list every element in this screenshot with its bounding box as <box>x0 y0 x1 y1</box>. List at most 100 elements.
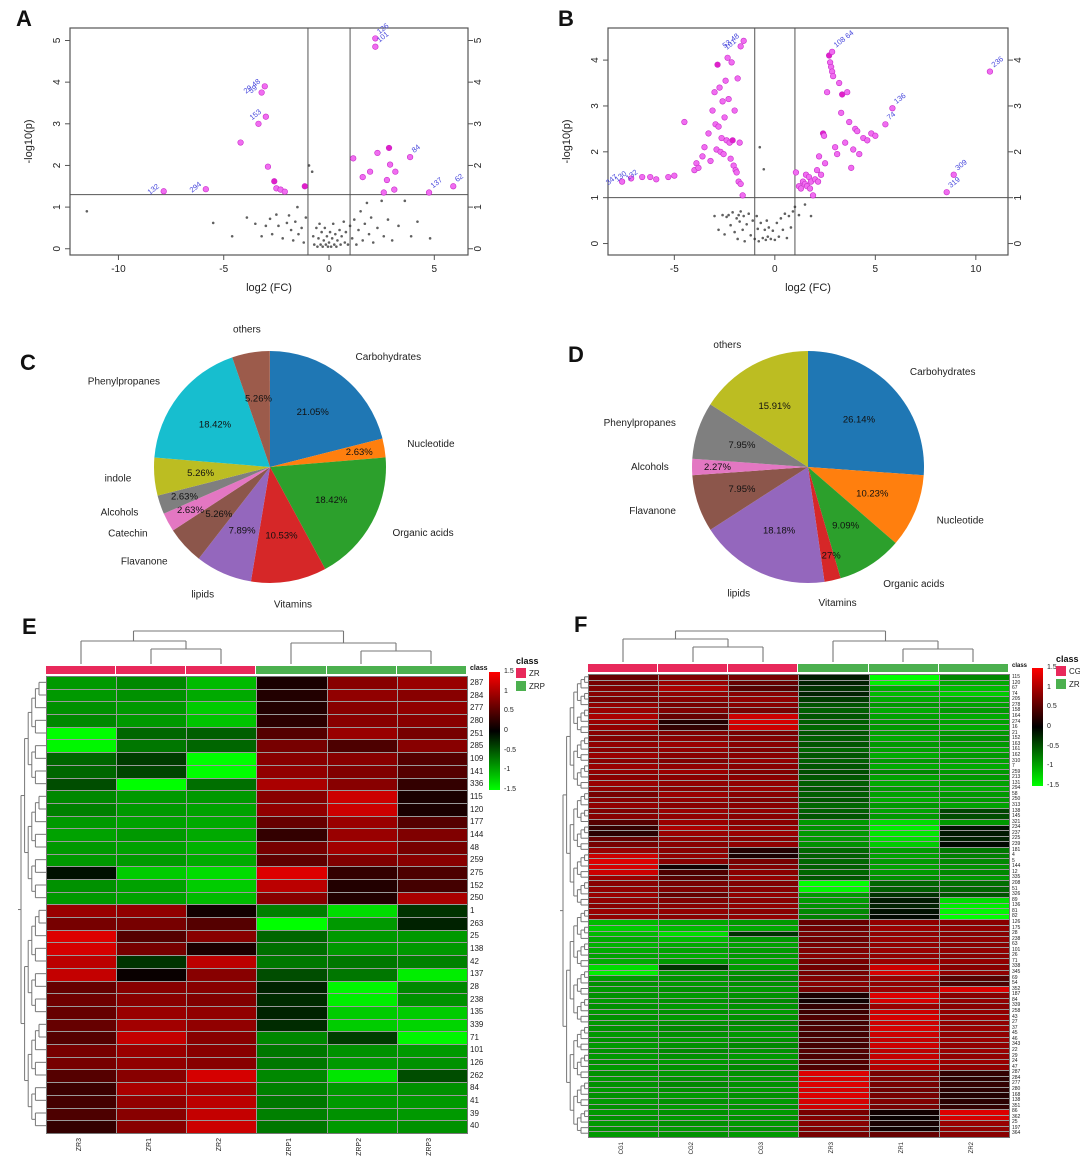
sig-point <box>264 163 272 170</box>
svg-text:5: 5 <box>473 37 484 43</box>
nonsig-point <box>318 222 321 226</box>
heatmap-cell <box>117 892 187 905</box>
heatmap-cell <box>589 847 659 853</box>
heatmap-cell <box>729 1121 799 1126</box>
heatmap-cell <box>257 753 327 765</box>
nonsig-point <box>390 239 394 242</box>
pie-slice <box>270 438 386 467</box>
nonsig-point <box>310 170 314 173</box>
class-segment-ZRP <box>256 666 326 674</box>
heatmap-cell <box>589 920 659 926</box>
heatmap-cell <box>869 758 939 764</box>
heatmap-cell <box>939 753 1009 758</box>
heatmap-cell <box>799 753 869 758</box>
heatmap-cell <box>939 780 1009 786</box>
svg-text:-5: -5 <box>670 264 679 275</box>
heatmap-cell <box>47 1045 117 1057</box>
heatmap-cell <box>939 803 1009 808</box>
pie-pct-label: 2.63% <box>177 505 204 516</box>
heatmap-cell <box>187 1032 257 1045</box>
heatmap-cell <box>589 747 659 753</box>
heatmap-cell <box>729 881 799 886</box>
heatmap-cell <box>397 1045 467 1057</box>
nonsig-point <box>330 237 334 240</box>
heatmap-cell <box>729 719 799 725</box>
heatmap-cell <box>869 976 939 981</box>
heatmap-cell <box>187 867 257 879</box>
pie-slice <box>157 467 270 514</box>
heatmap-cell <box>47 956 117 968</box>
colorbar-tick: 0.5 <box>1047 703 1057 711</box>
heatmap-cell <box>939 948 1009 953</box>
heatmap-cell <box>869 780 939 786</box>
heatmap-cell <box>397 740 467 753</box>
heatmap-cell <box>729 675 799 680</box>
heatmap-cell <box>187 1006 257 1019</box>
heatmap-cell <box>117 816 187 829</box>
heatmap-cell <box>589 764 659 769</box>
heatmap-cell <box>729 892 799 898</box>
heatmap-cell <box>729 1104 799 1110</box>
heatmap-cell <box>799 864 869 870</box>
nonsig-point <box>409 234 413 238</box>
heatmap-cell <box>939 769 1009 775</box>
svg-text:4: 4 <box>52 79 63 85</box>
heatmap-row-label: 262 <box>470 1070 484 1080</box>
heatmap-cell <box>327 943 397 956</box>
sig-point <box>665 173 672 181</box>
heatmap-cell <box>47 1070 117 1083</box>
heatmap-cell <box>729 831 799 836</box>
heatmap-cell <box>589 1121 659 1126</box>
nonsig-point <box>762 167 766 171</box>
heatmap-cell <box>257 740 327 753</box>
heatmap-cell <box>869 1098 939 1104</box>
heatmap-cell <box>659 786 729 792</box>
heatmap-row-label: 81 <box>1012 907 1018 914</box>
heatmap-cell <box>799 998 869 1004</box>
heatmap-cell <box>869 1110 939 1115</box>
heatmap-cell <box>117 715 187 727</box>
sig-point <box>281 188 288 195</box>
heatmap-cell <box>659 953 729 959</box>
nonsig-point <box>367 232 371 236</box>
heatmap-cell <box>869 981 939 987</box>
heatmap-cell <box>799 675 869 680</box>
svg-text:0: 0 <box>590 240 601 246</box>
heatmap-cell <box>47 715 117 727</box>
labeled-point <box>737 43 744 50</box>
heatmap-cell <box>659 847 729 853</box>
heatmap-cell <box>659 780 729 786</box>
heatmap-cell <box>397 816 467 829</box>
heatmap-cell <box>869 1093 939 1098</box>
heatmap-cell <box>729 886 799 892</box>
sig-point <box>716 84 723 91</box>
heatmap-cell <box>729 1126 799 1132</box>
sig-point <box>836 79 843 87</box>
svg-text:4: 4 <box>473 79 484 85</box>
heatmap-cell <box>659 970 729 976</box>
heatmap-row-label: 175 <box>1012 924 1021 931</box>
heatmap-cell <box>327 1006 397 1019</box>
sig-point <box>806 185 814 192</box>
heatmap-cell <box>659 1015 729 1020</box>
heatmap-cell <box>589 741 659 747</box>
heatmap-cell <box>257 841 327 854</box>
heatmap-cell <box>117 968 187 981</box>
heatmap-cell <box>47 841 117 854</box>
heatmap-cell <box>117 791 187 803</box>
heatmap-cell <box>939 792 1009 797</box>
sig-point <box>854 128 861 135</box>
heatmap-cell <box>869 1126 939 1132</box>
heatmap-cell <box>729 920 799 926</box>
nonsig-point <box>736 237 739 241</box>
heatmap-cell <box>659 892 729 898</box>
heatmap-cell <box>869 747 939 753</box>
heatmap-row-label: 239 <box>1012 841 1021 848</box>
nonsig-point <box>371 241 375 244</box>
heatmap-cell <box>589 691 659 697</box>
heatmap-cell <box>939 881 1009 886</box>
heatmap-row-label: 285 <box>470 741 484 751</box>
heatmap-row-label: 144 <box>1012 863 1021 870</box>
heatmap-cell <box>659 870 729 875</box>
heatmap-row-label: 48 <box>470 842 479 852</box>
